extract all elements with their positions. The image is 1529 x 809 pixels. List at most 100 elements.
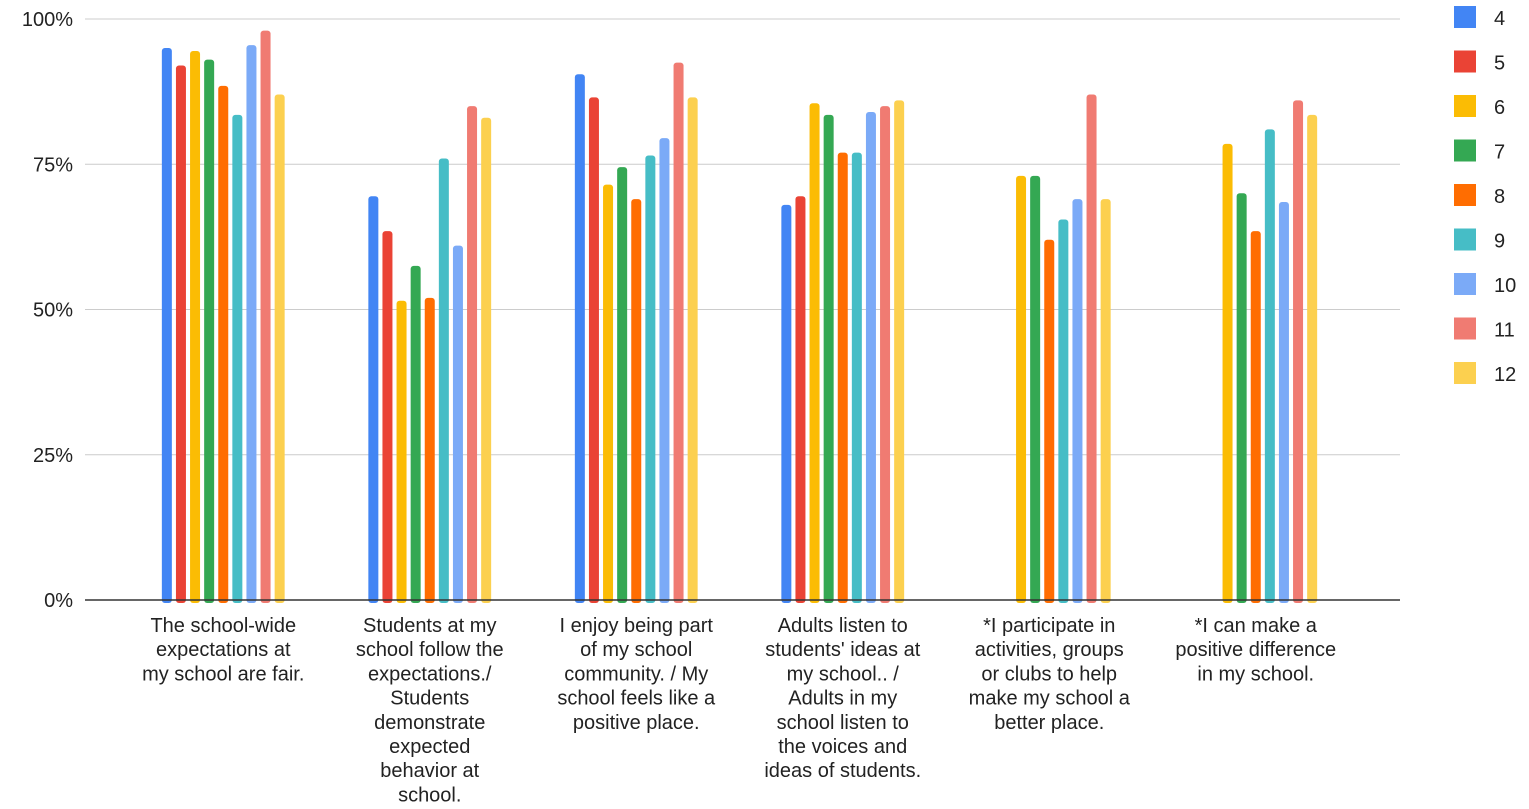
x-category-label-line: the voices and (778, 736, 907, 758)
bar-series-8-category-6 (1250, 231, 1261, 603)
x-category-label-line: expected (389, 736, 470, 758)
bar-series-11-category-6 (1293, 100, 1304, 603)
x-category-label: *I participate in activities, groups or cl… (969, 615, 1131, 734)
x-category-label-line: school follow the (356, 639, 504, 661)
bar-series-10-category-4 (865, 111, 876, 604)
bar-series-9-category-4 (851, 152, 862, 603)
x-category-label-line: Adults listen to (778, 615, 908, 637)
legend-item-9: 9 (1454, 228, 1505, 253)
x-category-label: Adults listen to students' ideas at my sch… (764, 615, 921, 782)
bar-series-10-category-1 (246, 45, 257, 603)
x-category-label-line: Students at my (363, 615, 496, 637)
x-category-label: Students at my school follow the expectati… (356, 615, 504, 804)
legend-label: 10 (1494, 275, 1516, 297)
bar-series-10-category-3 (659, 138, 670, 604)
legend-swatch (1454, 50, 1476, 73)
bar-series-12-category-1 (274, 94, 285, 603)
bar-series-8-category-4 (837, 152, 848, 603)
bar-series-7-category-3 (617, 167, 628, 603)
legend-swatch (1454, 228, 1476, 251)
legend-swatch (1454, 184, 1476, 206)
bar-series-5-category-3 (588, 97, 599, 603)
x-category-label-line: *I can make a (1195, 615, 1318, 637)
legend-swatch (1454, 6, 1476, 28)
bar-series-8-category-3 (631, 199, 642, 604)
bar-series-4-category-3 (574, 74, 585, 603)
x-category-label-line: in my school. (1197, 663, 1314, 685)
bar-series-5-category-1 (175, 65, 186, 604)
x-category-label: I enjoy being part of my school community.… (557, 615, 716, 734)
x-category-label-line: activities, groups (975, 639, 1124, 661)
x-axis-categories: The school-wide expectations at my school … (142, 615, 1336, 806)
bar-series-12-category-6 (1307, 114, 1318, 604)
legend-swatch (1454, 273, 1476, 295)
bar-series-6-category-4 (809, 103, 820, 604)
x-category-label-line: positive difference (1175, 639, 1336, 661)
bar-series-7-category-2 (410, 265, 421, 603)
x-category-label-line: school listen to (777, 712, 909, 734)
y-tick-label: 75% (33, 154, 73, 176)
legend-item-11: 11 (1454, 317, 1515, 342)
bars (161, 30, 1318, 604)
bar-series-11-category-4 (880, 106, 891, 604)
y-tick-label: 100% (22, 9, 73, 31)
x-category-label: The school-wide expectations at my school … (142, 615, 304, 685)
bar-series-11-category-5 (1086, 94, 1097, 603)
x-category-label-line: Students (390, 688, 469, 710)
legend-swatch (1454, 95, 1476, 117)
bar-series-9-category-1 (232, 114, 243, 604)
bar-series-11-category-3 (673, 62, 684, 603)
bar-series-6-category-3 (603, 184, 614, 603)
bar-series-9-category-3 (645, 155, 656, 603)
x-category-label-line: ideas of students. (764, 760, 921, 782)
legend: 4 5 6 7 8 9 10 11 12 (1454, 6, 1516, 386)
bar-series-11-category-2 (467, 106, 478, 604)
bar-series-7-category-1 (204, 59, 215, 604)
bar-series-7-category-4 (823, 114, 834, 604)
bar-series-9-category-2 (438, 158, 449, 603)
bar-series-10-category-6 (1278, 202, 1289, 603)
x-category-label-line: expectations./ (368, 663, 492, 685)
bar-series-4-category-1 (161, 48, 172, 604)
bar-series-6-category-2 (396, 300, 407, 603)
x-category-label-line: community. / My (564, 663, 708, 685)
legend-label: 11 (1494, 320, 1515, 342)
legend-swatch (1454, 317, 1476, 340)
legend-label: 4 (1494, 8, 1505, 30)
bar-series-8-category-2 (424, 297, 435, 603)
legend-label: 5 (1494, 53, 1505, 75)
bar-series-6-category-1 (190, 50, 201, 603)
legend-item-4: 4 (1454, 6, 1505, 30)
x-category-label-line: behavior at (380, 760, 479, 782)
x-category-label-line: The school-wide (150, 615, 296, 637)
bar-series-6-category-5 (1016, 175, 1027, 603)
x-category-label-line: I enjoy being part (560, 615, 714, 637)
legend-item-5: 5 (1454, 50, 1505, 75)
bar-series-4-category-4 (781, 204, 792, 604)
x-category-label-line: school feels like a (557, 688, 716, 710)
x-category-label-line: my school are fair. (142, 663, 304, 685)
legend-item-10: 10 (1454, 273, 1516, 297)
bar-series-7-category-5 (1030, 175, 1041, 603)
legend-label: 7 (1494, 142, 1505, 164)
bar-series-9-category-6 (1264, 129, 1275, 603)
y-tick-label: 25% (33, 445, 73, 467)
bar-series-12-category-4 (894, 100, 905, 603)
bar-series-11-category-1 (260, 30, 271, 604)
y-tick-label: 50% (33, 300, 73, 322)
x-category-label-line: expectations at (156, 639, 291, 661)
bar-series-10-category-5 (1072, 199, 1083, 604)
bar-series-7-category-6 (1236, 193, 1247, 604)
y-axis-ticks: 0% 25% 50% 75% 100% (22, 9, 73, 612)
x-category-label-line: better place. (994, 712, 1104, 734)
x-category-label-line: or clubs to help (981, 663, 1117, 685)
legend-swatch (1454, 362, 1476, 384)
legend-item-8: 8 (1454, 184, 1505, 208)
x-category-label: *I can make a positive difference in my sc… (1175, 615, 1336, 685)
legend-item-12: 12 (1454, 362, 1516, 386)
x-category-label-line: demonstrate (374, 712, 485, 734)
x-category-label-line: make my school a (969, 688, 1131, 710)
legend-label: 9 (1494, 231, 1505, 253)
